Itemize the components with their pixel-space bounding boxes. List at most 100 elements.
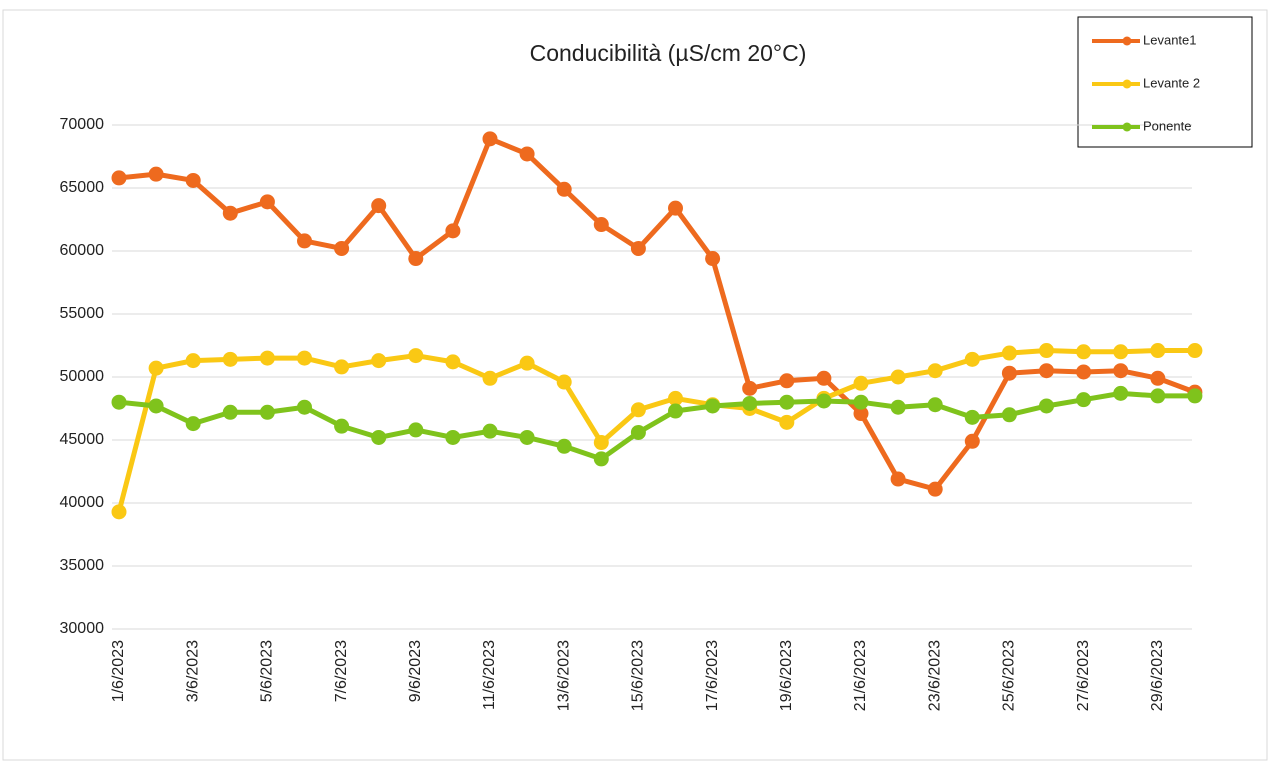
x-tick-label: 13/6/2023 [555, 640, 572, 711]
data-point [779, 394, 795, 410]
data-point [222, 351, 238, 367]
data-point [1039, 398, 1054, 414]
y-tick-label: 45000 [60, 431, 105, 448]
data-point [1039, 363, 1054, 379]
data-point [111, 170, 127, 186]
data-point [779, 414, 795, 430]
data-point [334, 418, 350, 434]
data-point [705, 251, 721, 267]
data-point [185, 172, 201, 188]
data-point [593, 217, 609, 233]
x-tick-label: 9/6/2023 [407, 640, 424, 702]
data-point [297, 233, 312, 249]
data-point [927, 363, 943, 379]
data-point [1076, 392, 1092, 408]
data-point [742, 380, 758, 396]
data-point [816, 393, 832, 409]
x-tick-label: 3/6/2023 [184, 640, 201, 702]
data-point [297, 399, 312, 415]
data-point [1113, 363, 1129, 379]
data-point [630, 240, 646, 256]
x-tick-label: 15/6/2023 [630, 640, 647, 711]
legend-marker [1122, 36, 1132, 46]
y-tick-label: 70000 [60, 116, 105, 133]
x-tick-label: 7/6/2023 [333, 640, 350, 702]
y-tick-label: 65000 [60, 179, 105, 196]
data-point [964, 433, 980, 449]
data-point [148, 360, 164, 376]
data-point [1187, 343, 1203, 359]
data-point [1039, 343, 1054, 359]
y-tick-label: 55000 [60, 305, 105, 322]
chart-frame [2, 9, 1268, 761]
data-point [519, 355, 535, 371]
data-point [482, 131, 498, 147]
data-point [1113, 344, 1129, 360]
data-point [111, 394, 127, 410]
data-point [1150, 343, 1166, 359]
data-point [297, 350, 312, 366]
data-point [742, 395, 758, 411]
legend-marker [1122, 122, 1132, 132]
data-point [705, 398, 721, 414]
x-tick-label: 27/6/2023 [1075, 640, 1092, 711]
x-tick-label: 1/6/2023 [110, 640, 127, 702]
data-point [1001, 365, 1017, 381]
data-point [482, 423, 498, 439]
x-tick-label: 23/6/2023 [926, 640, 943, 711]
data-point [482, 370, 498, 386]
x-tick-label: 5/6/2023 [259, 640, 276, 702]
data-point [334, 240, 350, 256]
data-point [1076, 344, 1092, 360]
data-point [408, 348, 424, 364]
chart-title: Conducibilità (µS/cm 20°C) [530, 40, 807, 66]
y-tick-label: 35000 [60, 557, 105, 574]
data-point [259, 350, 275, 366]
data-point [964, 409, 980, 425]
data-point [222, 205, 238, 221]
data-point [519, 429, 535, 445]
data-point [668, 200, 683, 216]
data-point [1113, 385, 1129, 401]
x-tick-label: 25/6/2023 [1001, 640, 1018, 711]
data-point [853, 406, 869, 422]
data-point [1150, 370, 1166, 386]
data-point [185, 353, 201, 369]
data-point [371, 353, 387, 369]
data-point [1001, 345, 1017, 361]
data-point [222, 404, 238, 420]
data-point [890, 471, 906, 487]
data-point [593, 435, 609, 451]
data-point [556, 181, 572, 197]
data-point [334, 359, 350, 375]
data-point [1187, 388, 1203, 404]
legend-label: Levante1 [1143, 32, 1197, 47]
data-point [148, 166, 164, 182]
data-point [927, 397, 943, 413]
data-point [445, 429, 461, 445]
data-point [1001, 407, 1017, 423]
data-point [185, 416, 201, 432]
data-point [556, 374, 572, 390]
y-tick-label: 60000 [60, 242, 105, 259]
data-point [556, 438, 572, 454]
data-point [853, 394, 869, 410]
y-tick-label: 50000 [60, 368, 105, 385]
data-point [1076, 364, 1092, 380]
data-point [630, 402, 646, 418]
y-tick-label: 40000 [60, 494, 105, 511]
data-point [445, 354, 461, 370]
data-point [890, 369, 906, 385]
data-point [890, 399, 906, 415]
data-point [111, 504, 127, 520]
data-point [371, 429, 387, 445]
legend-label: Ponente [1143, 118, 1191, 133]
x-tick-label: 19/6/2023 [778, 640, 795, 711]
data-point [519, 146, 535, 162]
data-point [668, 403, 683, 419]
data-point [816, 370, 832, 386]
data-point [927, 481, 943, 497]
data-point [630, 424, 646, 440]
data-point [259, 404, 275, 420]
data-point [259, 194, 275, 210]
